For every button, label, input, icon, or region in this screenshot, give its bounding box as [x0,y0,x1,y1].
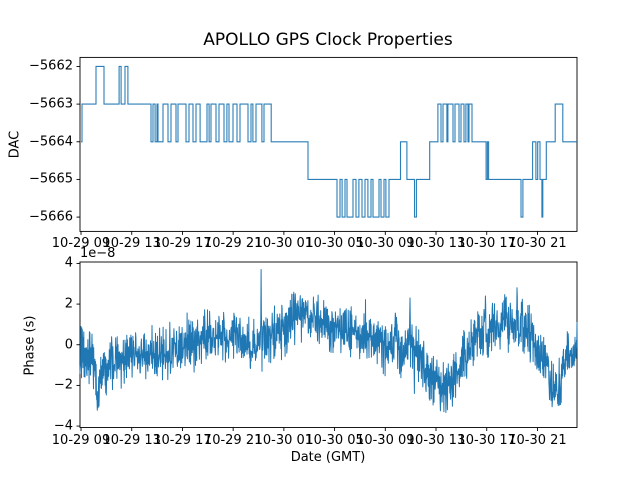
x-tick-label: 10-29 17 [153,236,212,252]
x-tick-label: 10-30 17 [457,432,516,448]
x-tick-label: 10-30 05 [305,236,364,252]
y-tick-label: −5664 [29,134,73,150]
scale-offset-text: 1e−8 [80,246,116,261]
x-tick-label: 10-29 09 [51,236,111,252]
x-tick-label: 10-29 17 [153,432,212,448]
y-tick-label: −5666 [29,209,73,225]
phase-axis-label: Phase (s) [22,315,38,376]
x-tick-label: 10-30 01 [254,432,314,448]
x-tick-label: 10-29 09 [51,432,111,448]
x-tick-label: 10-29 21 [203,236,263,252]
y-tick-label: −5662 [29,58,73,74]
y-tick-label: −4 [53,418,73,434]
y-tick-label: 4 [64,255,73,271]
phase-noise-line [79,269,578,413]
y-tick-label: −2 [53,377,73,393]
x-tick-label: 10-30 05 [305,432,364,448]
x-tick-label: 10-29 13 [102,432,161,448]
dac-step-line [81,65,577,218]
y-tick-label: 0 [64,337,73,353]
y-tick-label: 2 [64,296,73,312]
y-tick-label: −5663 [29,96,73,112]
x-tick-label: 10-30 21 [508,236,567,252]
x-tick-label: 10-30 17 [457,236,516,252]
y-tick-label: −5665 [29,171,73,187]
x-tick-label: 10-29 21 [203,432,263,448]
x-tick-label: 10-30 13 [406,432,466,448]
x-tick-label: 10-30 21 [508,432,567,448]
tick-marks [76,65,538,431]
x-tick-label: 10-29 13 [102,236,161,252]
x-tick-label: 10-30 09 [356,432,415,448]
x-tick-label: 10-30 01 [254,236,314,252]
date-axis-label: Date (GMT) [290,450,366,465]
dac-axis-label: DAC [7,130,23,159]
x-tick-label: 10-30 09 [356,236,415,252]
chart-title: APOLLO GPS Clock Properties [203,30,453,50]
x-tick-label: 10-30 13 [406,236,466,252]
